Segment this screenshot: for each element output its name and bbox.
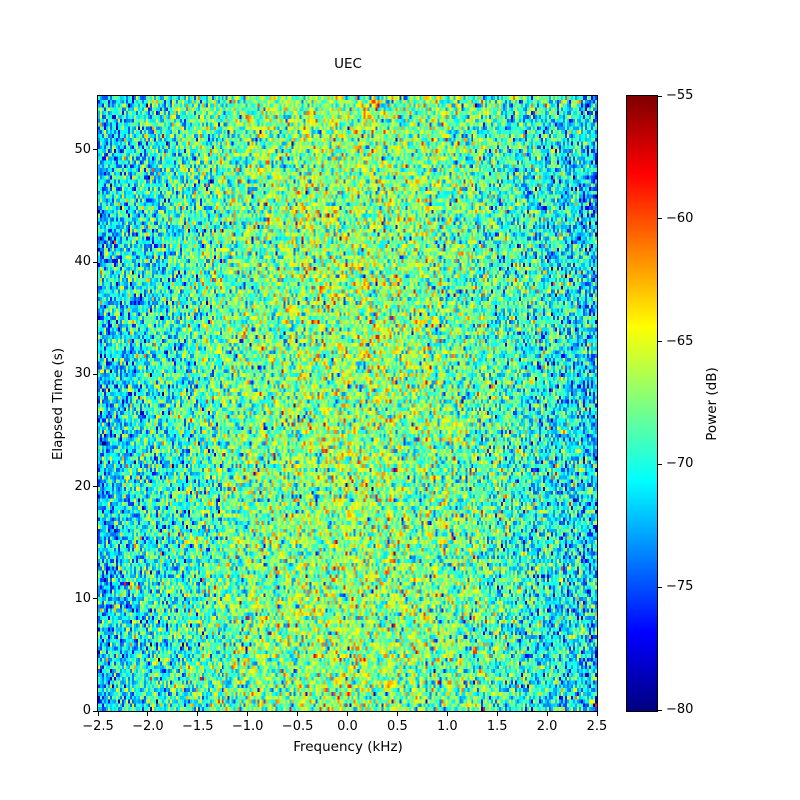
x-tick-label: 1.0 (436, 719, 458, 734)
x-tick-mark (247, 712, 249, 716)
plot-title: UEC (334, 56, 362, 72)
y-tick-label: 40 (74, 254, 91, 270)
colorbar-tick-mark (658, 341, 662, 343)
x-tick-label: 0.0 (337, 719, 358, 734)
y-tick-mark (93, 373, 97, 375)
y-tick-mark (93, 486, 97, 488)
colorbar-tick-mark (658, 463, 662, 465)
x-tick-label: 2.0 (536, 719, 558, 734)
x-tick-mark (596, 712, 598, 716)
y-tick-mark (93, 710, 97, 712)
x-tick-label: 0.5 (387, 719, 408, 734)
y-tick-mark (93, 598, 97, 600)
y-tick-label: 50 (74, 141, 91, 157)
x-tick-label: 1.5 (486, 719, 508, 734)
colorbar-tick-label: −75 (666, 579, 694, 595)
x-tick-mark (297, 712, 299, 716)
x-tick-label: −1.0 (231, 719, 264, 734)
x-tick-mark (546, 712, 548, 716)
x-tick-label: −0.5 (281, 719, 314, 734)
colorbar-tick-mark (658, 709, 662, 711)
x-tick-mark (396, 712, 398, 716)
x-tick-label: −2.5 (82, 719, 114, 734)
colorbar-tick-mark (658, 95, 662, 97)
x-tick-label: −2.0 (132, 719, 164, 734)
colorbar (626, 95, 658, 712)
y-tick-mark (93, 261, 97, 263)
x-tick-label: 2.5 (586, 719, 608, 734)
y-tick-label: 20 (74, 478, 91, 494)
colorbar-tick-label: −65 (666, 333, 694, 349)
y-axis-label: Elapsed Time (s) (50, 347, 66, 461)
colorbar-tick-label: −70 (666, 456, 694, 472)
colorbar-gradient (627, 96, 657, 711)
y-tick-label: 0 (82, 703, 91, 718)
colorbar-tick-mark (658, 218, 662, 220)
colorbar-tick-label: −80 (666, 702, 694, 717)
x-tick-mark (496, 712, 498, 716)
y-tick-mark (93, 149, 97, 151)
colorbar-tick-label: −55 (666, 88, 694, 103)
x-axis-label: Frequency (kHz) (293, 739, 403, 755)
plot-area (97, 95, 598, 712)
x-tick-mark (97, 712, 99, 716)
x-tick-mark (147, 712, 149, 716)
y-tick-label: 30 (74, 366, 91, 382)
colorbar-tick-label: −60 (666, 210, 694, 226)
x-tick-mark (197, 712, 199, 716)
spectrogram-heatmap (98, 96, 597, 711)
colorbar-tick-mark (658, 586, 662, 588)
x-tick-label: −1.5 (182, 719, 214, 734)
y-tick-label: 10 (74, 590, 91, 606)
x-tick-mark (347, 712, 348, 716)
x-tick-mark (446, 712, 448, 716)
colorbar-label: Power (dB) (704, 367, 720, 441)
